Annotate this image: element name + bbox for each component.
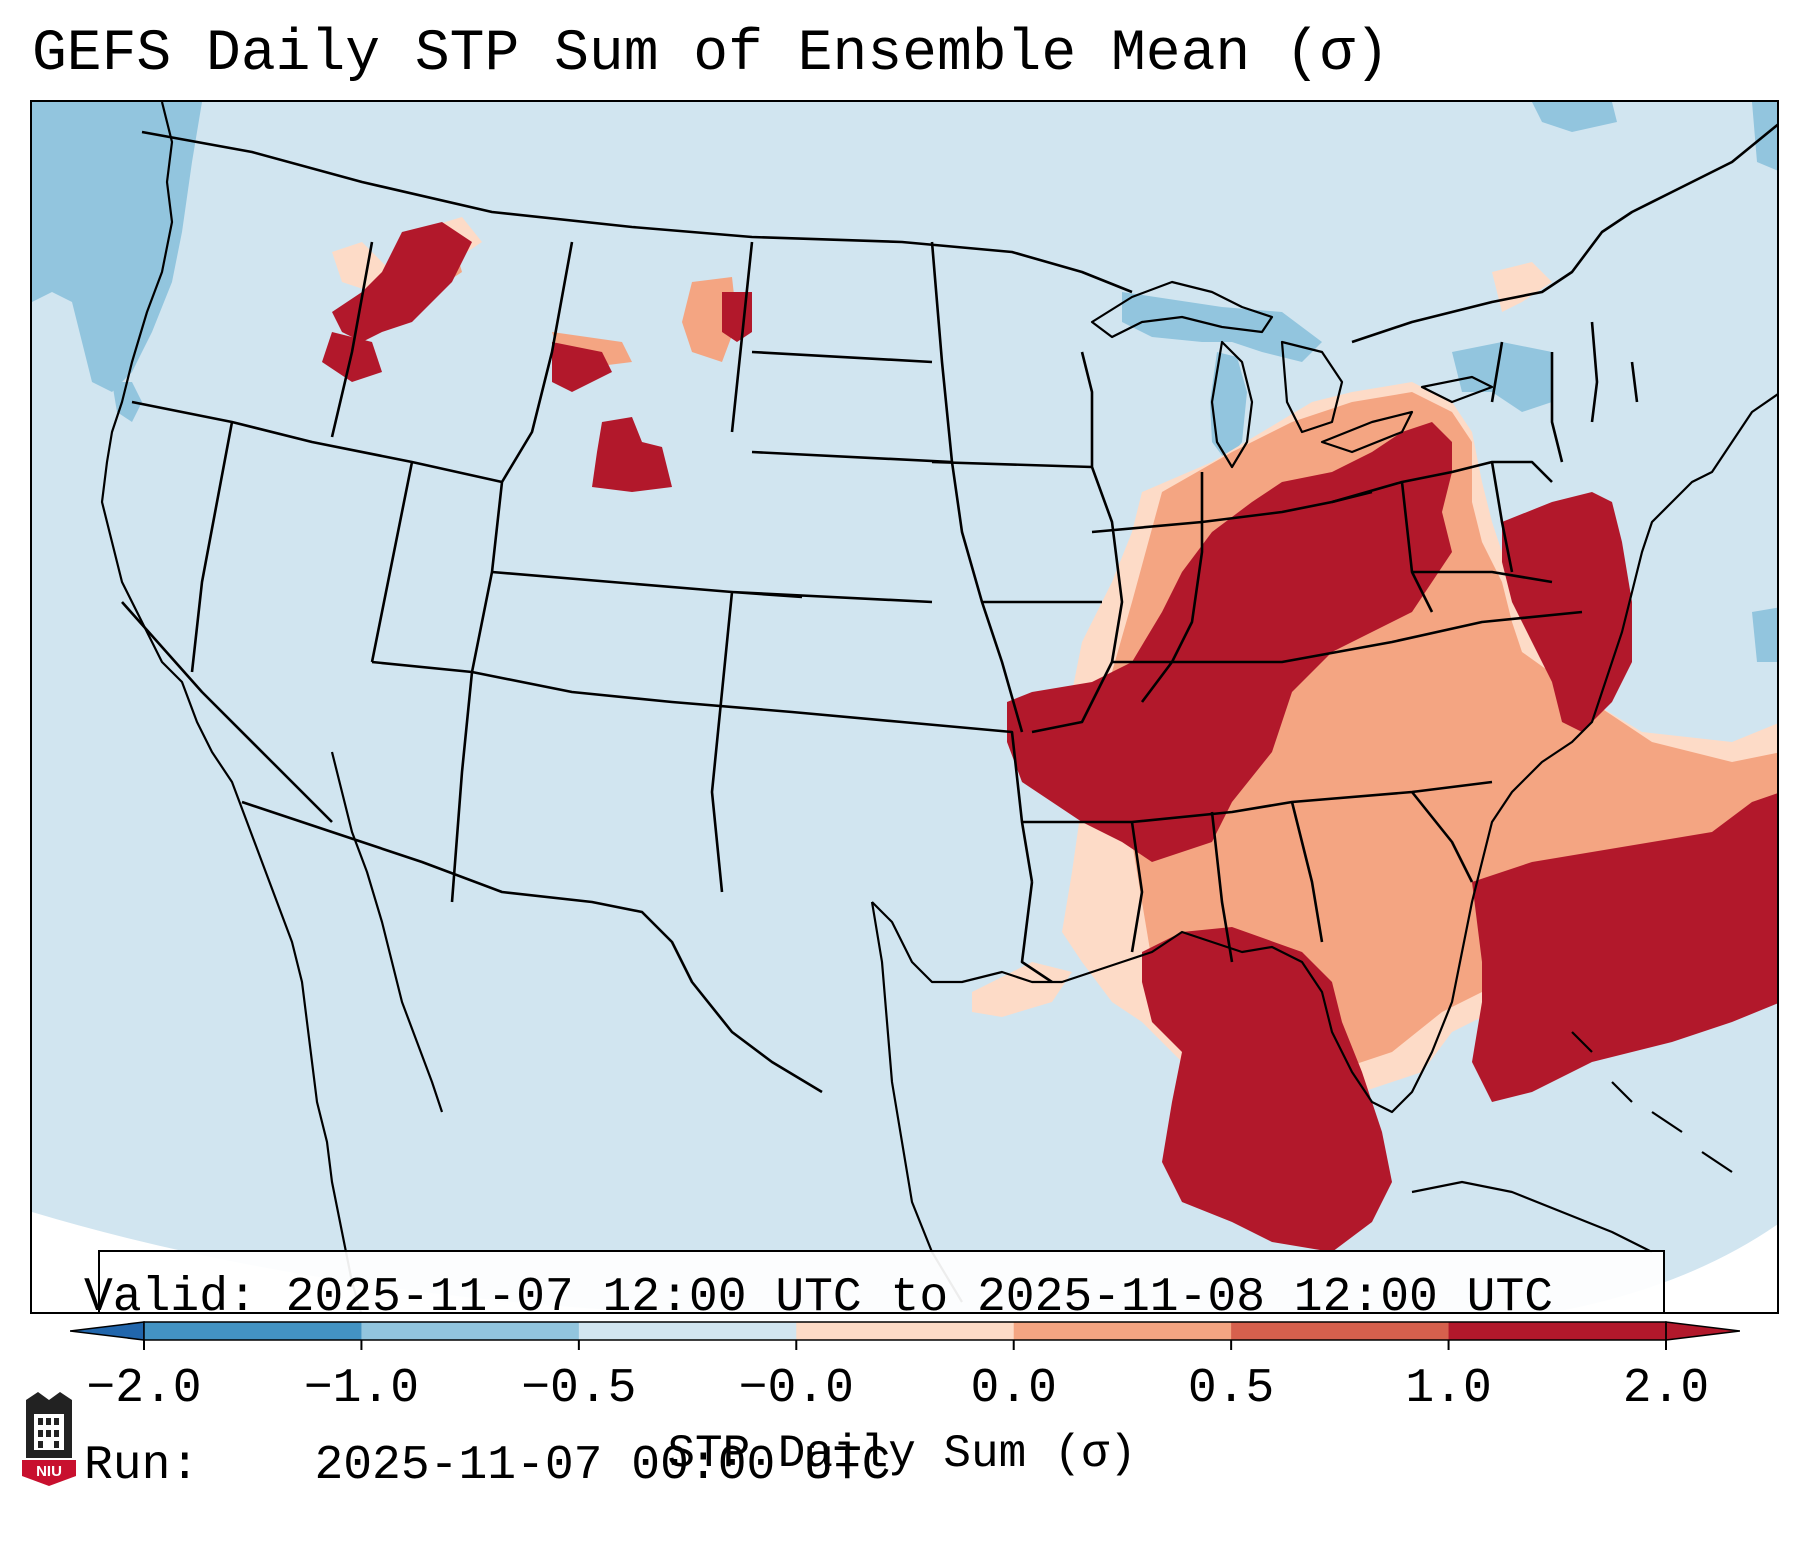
colorbar (70, 1321, 1740, 1350)
montana-core (552, 342, 612, 392)
coastlines (100, 102, 1777, 1312)
run-line: Run: 2025-11-07 00:00 UTC (84, 1438, 1553, 1494)
northeast-pale (1492, 262, 1552, 312)
atlantic-blue (1752, 102, 1777, 171)
tick-label: 1.0 (1405, 1362, 1492, 1416)
canada-border-east (1351, 123, 1777, 344)
bahamas (1571, 1031, 1733, 1173)
colorbar-extend-max (1665, 1321, 1740, 1341)
run-label: Run: (84, 1439, 200, 1493)
colorbar-label: STP Daily Sum (σ) (667, 1428, 1137, 1480)
state-lines-midwest (931, 351, 1583, 734)
map-panel (30, 100, 1779, 1314)
chart-title: GEFS Daily STP Sum of Ensemble Mean (σ) (32, 22, 1390, 87)
colorbar-segment (361, 1322, 580, 1340)
tick-label: −2.0 (86, 1362, 202, 1416)
state-lines-west (121, 241, 574, 903)
valid-line: Valid: 2025-11-07 12:00 UTC to 2025-11-0… (84, 1270, 1553, 1326)
colorbar-segment (1231, 1322, 1450, 1340)
info-text: Valid: 2025-11-07 12:00 UTC to 2025-11-0… (84, 1158, 1553, 1550)
state-lines-south (1020, 780, 1493, 984)
gulf-core (1142, 927, 1392, 1252)
tick-label: −0.0 (738, 1362, 854, 1416)
mid-atlantic-core (1502, 492, 1632, 732)
negative-anomaly-layer (32, 102, 1777, 662)
atlantic-blue-2 (1752, 607, 1777, 662)
projection-outside-area-right (1554, 1224, 1777, 1312)
cuba (1411, 1180, 1653, 1253)
valid-value: 2025-11-07 12:00 UTC to 2025-11-08 12:00… (285, 1271, 1554, 1325)
lake-superior (1090, 280, 1274, 339)
mexico-gulf-coastline (870, 901, 963, 1303)
colorbar-segment (578, 1322, 797, 1340)
state-lines-east (1331, 321, 1639, 613)
tick-label: 0.5 (1187, 1362, 1275, 1416)
tick-label: −0.5 (521, 1362, 637, 1416)
valid-label: Valid: (84, 1271, 257, 1325)
strong-positive-layer (322, 222, 1777, 1252)
map-svg (32, 102, 1777, 1312)
logo-text: NIU (36, 1463, 62, 1480)
ohio-tennessee-valley-core (1007, 422, 1452, 862)
wyoming-core (592, 417, 672, 492)
state-lines-central (371, 241, 1034, 893)
lake-michigan-blue (1210, 352, 1247, 462)
colorbar-outline (143, 1321, 1667, 1341)
lake-erie (1320, 410, 1414, 454)
northeast-canada-blue (1532, 102, 1617, 132)
new-york-blue (1452, 342, 1552, 412)
south-dakota-core (722, 292, 752, 342)
valid-run-info-box (98, 1250, 1665, 1312)
gulf-coast-pale (972, 962, 1072, 1017)
colorbar-extend-min (70, 1321, 145, 1341)
colorbar-segment (796, 1322, 1015, 1340)
colorbar-segment (1013, 1322, 1232, 1340)
lake-ontario (1420, 375, 1494, 404)
pacific-coastline (100, 102, 362, 1312)
lake-michigan (1210, 340, 1254, 469)
canada-border (141, 130, 1133, 294)
baja-coastline (330, 751, 444, 1113)
lake-huron (1280, 340, 1344, 434)
mexico-border (241, 800, 823, 1094)
gulf-coastline (871, 393, 1777, 1114)
tick-label: 0.0 (970, 1362, 1057, 1416)
pacific-blue-region (32, 102, 202, 392)
tick-label: −1.0 (303, 1362, 420, 1416)
colorbar-segment (144, 1322, 362, 1340)
atlantic-core (1472, 793, 1777, 1102)
tick-label: 2.0 (1622, 1362, 1710, 1416)
run-value: 2025-11-07 00:00 UTC (314, 1439, 891, 1493)
state-boundaries (121, 123, 1777, 1094)
colorbar-segment (1448, 1322, 1667, 1340)
niu-logo: NIU (22, 1392, 76, 1486)
idaho-core (332, 222, 472, 342)
